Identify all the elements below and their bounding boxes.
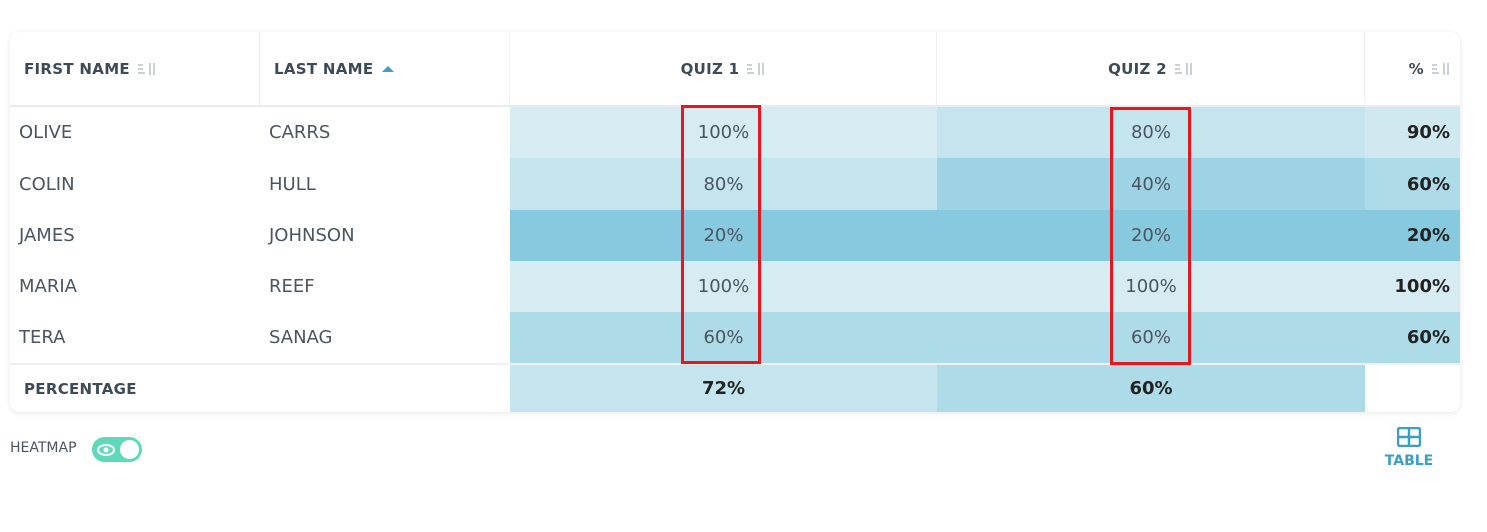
table-cell: 80% — [510, 158, 937, 210]
table-cell: 100% — [937, 261, 1365, 312]
cell-text: PERCENTAGE — [24, 379, 137, 398]
heatmap-toggle[interactable] — [92, 437, 142, 462]
table-cell: 60% — [510, 312, 937, 363]
table-cell: 80% — [937, 107, 1365, 158]
table-view-button[interactable]: TABLE — [1380, 426, 1438, 469]
table-cell: 90% — [1365, 107, 1460, 158]
table-cell: 20% — [510, 210, 937, 261]
column-header: QUIZ 2 — [937, 32, 1365, 105]
cell-text: 20% — [1406, 225, 1450, 246]
cell-text: 60% — [1406, 173, 1450, 195]
cell-text: 60% — [1406, 327, 1450, 348]
table-cell: 20% — [937, 210, 1365, 261]
table-cell: JOHNSON — [260, 210, 510, 261]
table-cell: 100% — [1365, 261, 1460, 312]
cell-text: FIRST NAME — [24, 59, 130, 78]
cell-text: % — [1408, 59, 1424, 78]
table-cell: REEF — [260, 261, 510, 312]
sort-icon[interactable] — [136, 61, 156, 77]
cell-text: 100% — [1394, 276, 1450, 297]
table-cell: 20% — [1365, 210, 1460, 261]
cell-text: JOHNSON — [269, 225, 355, 246]
cell-text: 80% — [1130, 122, 1171, 143]
cell-text: COLIN — [19, 173, 75, 195]
sort-icon[interactable] — [745, 61, 765, 77]
cell-text: MARIA — [19, 276, 77, 297]
table-cell: OLIVE — [10, 107, 260, 158]
cell-text: 20% — [703, 225, 744, 246]
highlight-box — [681, 105, 761, 364]
cell-text: 100% — [1125, 276, 1177, 297]
cell-text: 80% — [703, 173, 744, 195]
cell-text: CARRS — [269, 122, 331, 143]
sort-icon[interactable] — [1173, 61, 1193, 77]
divider — [10, 363, 1460, 365]
cell-text: 40% — [1130, 173, 1171, 195]
table-cell: 100% — [510, 261, 937, 312]
table-cell: 60% — [937, 312, 1365, 363]
column-header: % — [1365, 32, 1460, 105]
table-cell: 100% — [510, 107, 937, 158]
heatmap-label: HEATMAP — [10, 440, 77, 456]
cell-text: 72% — [701, 378, 746, 399]
toggle-knob — [120, 440, 139, 459]
cell-text: 20% — [1130, 225, 1171, 246]
table-cell: TERA — [10, 312, 260, 363]
cell-text: 60% — [1129, 378, 1173, 399]
table-cell: JAMES — [10, 210, 260, 261]
table-card: FIRST NAME LAST NAME QUIZ 1 QUIZ 2% OLIVE CAR… — [10, 32, 1460, 412]
cell-text: 100% — [697, 276, 750, 297]
footer-label: PERCENTAGE — [10, 365, 510, 412]
cell-text: JAMES — [19, 225, 75, 246]
table-cell: COLIN — [10, 158, 260, 210]
table-cell: CARRS — [260, 107, 510, 158]
cell-text: 60% — [703, 327, 744, 348]
table-cell: MARIA — [10, 261, 260, 312]
table-cell: 40% — [937, 158, 1365, 210]
sort-icon[interactable] — [1430, 61, 1450, 77]
table-cell: 60% — [1365, 312, 1460, 363]
cell-text: SANAG — [269, 327, 333, 348]
column-header: FIRST NAME — [10, 32, 260, 105]
cell-text: HULL — [269, 173, 316, 195]
cell-text: QUIZ 1 — [680, 59, 740, 78]
cell-text: REEF — [269, 276, 315, 297]
sort-asc-icon[interactable] — [381, 64, 395, 74]
highlight-box — [1110, 107, 1191, 365]
table-cell: 60% — [1365, 158, 1460, 210]
table-icon — [1396, 426, 1422, 448]
footer-cell: 72% — [510, 365, 937, 412]
table-cell: HULL — [260, 158, 510, 210]
cell-text: QUIZ 2 — [1108, 59, 1167, 78]
eye-icon — [97, 444, 115, 456]
cell-text: 90% — [1406, 122, 1450, 143]
cell-text: 60% — [1130, 327, 1171, 348]
cell-text: TERA — [19, 327, 66, 348]
table-view-label: TABLE — [1384, 453, 1434, 469]
cell-text: 100% — [697, 122, 750, 143]
footer-cell: 60% — [937, 365, 1365, 412]
table-cell: SANAG — [260, 312, 510, 363]
cell-text: LAST NAME — [274, 59, 374, 78]
cell-text: OLIVE — [19, 122, 73, 143]
column-header: LAST NAME — [260, 32, 510, 105]
column-header: QUIZ 1 — [510, 32, 937, 105]
